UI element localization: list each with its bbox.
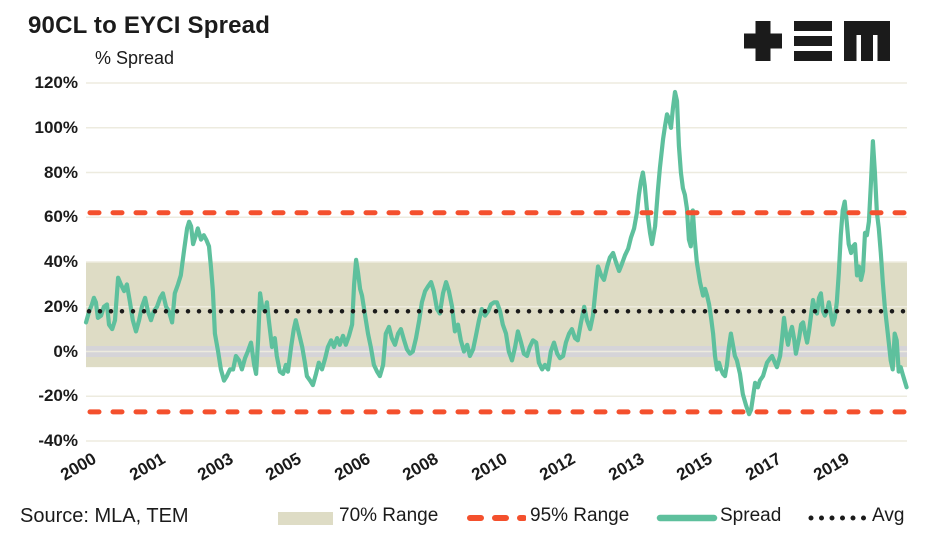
y-tick-label: 40% <box>43 252 78 271</box>
legend-avg-label: Avg <box>872 505 905 526</box>
legend-95-range-swatch <box>467 515 526 521</box>
legend-70-range-swatch <box>278 512 333 525</box>
y-axis-label: % Spread <box>95 48 175 68</box>
spread-line <box>83 89 909 417</box>
legend-spread-label: Spread <box>720 505 782 526</box>
legend-95-range-label: 95% Range <box>530 505 630 526</box>
source-note: Source: MLA, TEM <box>20 505 189 527</box>
y-tick-label: -40% <box>38 431 78 450</box>
tem-logo-plus-icon <box>744 21 782 61</box>
y-tick-label: 60% <box>43 207 78 227</box>
tem-logo <box>744 21 890 61</box>
y-tick-label: -20% <box>38 386 78 406</box>
chart-title: 90CL to EYCI Spread <box>28 12 271 39</box>
tem-logo-m-icon <box>844 21 890 61</box>
legend-avg-swatch <box>808 515 866 521</box>
y-tick-label: 0% <box>53 341 78 361</box>
y-tick-label: 100% <box>34 117 78 137</box>
legend: Source: MLA, TEM 70% Range 95% Range Spr… <box>0 503 939 533</box>
tem-logo-e-icon <box>794 21 832 61</box>
y-tick-label: 20% <box>43 296 78 316</box>
y-tick-label: 120% <box>34 73 78 92</box>
y-tick-label: 80% <box>43 162 78 182</box>
legend-70-range-label: 70% Range <box>339 505 439 526</box>
legend-spread-swatch <box>656 514 718 522</box>
